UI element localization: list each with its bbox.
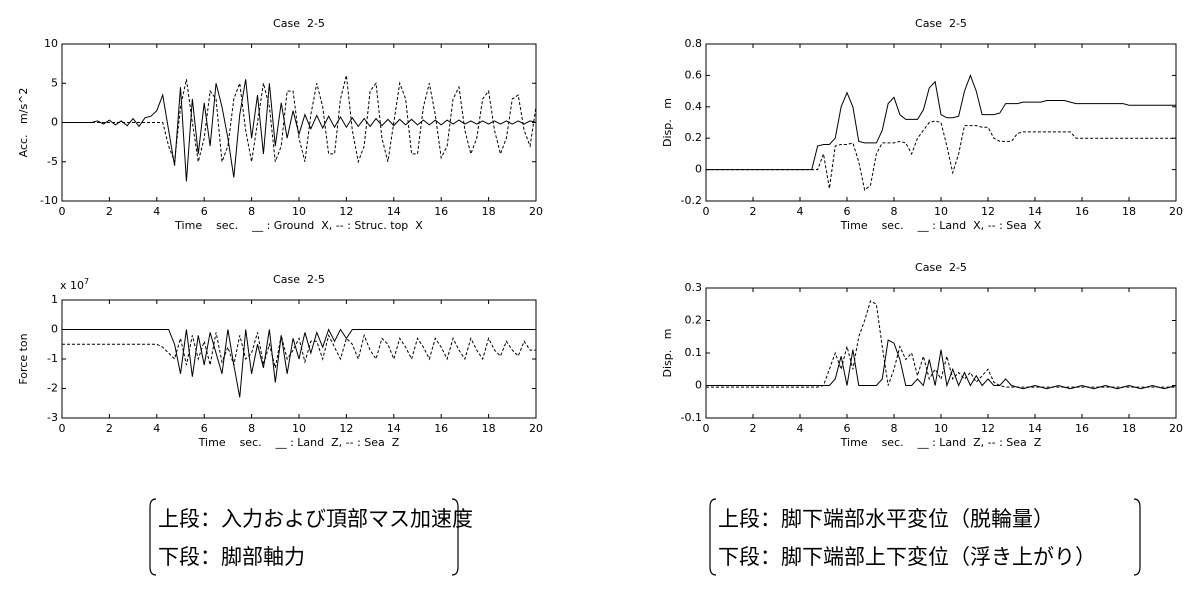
x-tick-label: 14: [1028, 205, 1042, 218]
x-tick-label: 2: [750, 422, 757, 435]
x-tick-label: 2: [750, 205, 757, 218]
x-tick-label: 4: [797, 422, 804, 435]
x-tick-label: 4: [797, 205, 804, 218]
x-tick-label: 8: [891, 422, 898, 435]
caption-line: 上段：入力および頂部マス加速度: [158, 507, 473, 531]
x-tick-label: 2: [106, 422, 113, 435]
x-tick-label: 10: [934, 422, 948, 435]
x-tick-label: 8: [891, 205, 898, 218]
plot-frame: [705, 287, 1177, 419]
x-tick-label: 4: [153, 422, 160, 435]
y-tick-label: 0.4: [685, 100, 703, 113]
x-tick-label: 16: [1075, 205, 1089, 218]
x-tick-label: 20: [1169, 205, 1183, 218]
series-line: [62, 75, 537, 164]
y-axis-label: Disp. m: [661, 329, 674, 378]
y-tick-label: 0: [51, 323, 58, 336]
y-tick-label: 0.3: [685, 281, 703, 294]
x-tick-label: 4: [153, 205, 160, 218]
y-tick-label: -0.2: [681, 194, 702, 207]
series-line: [62, 328, 536, 398]
series-line: [62, 332, 536, 368]
x-tick-label: 8: [248, 422, 255, 435]
chart-title: Case 2-5: [915, 17, 967, 30]
y-tick-label: -2: [47, 382, 58, 395]
y-tick-label: -1: [47, 352, 58, 365]
x-tick-label: 10: [292, 422, 306, 435]
series-line: [62, 79, 537, 182]
x-tick-label: 6: [844, 422, 851, 435]
x-axis-label: Time sec. __ : Land X, -- : Sea X: [840, 219, 1042, 232]
x-tick-label: 6: [201, 422, 208, 435]
x-axis-label: Time sec. __ : Land Z, -- : Sea Z: [840, 436, 1042, 449]
x-axis-label: Time sec. __ : Ground X, -- : Struc. top…: [174, 219, 423, 232]
x-tick-label: 18: [482, 205, 496, 218]
x-tick-label: 18: [482, 422, 496, 435]
y-tick-label: -5: [47, 155, 58, 168]
y-tick-label: 0: [695, 163, 702, 176]
x-tick-label: 12: [339, 205, 353, 218]
x-tick-label: 14: [387, 422, 401, 435]
plot-frame: [705, 43, 1177, 202]
x-tick-label: 8: [248, 205, 255, 218]
y-axis-label: Force ton: [17, 333, 30, 384]
caption-line: 下段：脚部軸力: [158, 545, 305, 569]
caption-bracket: [149, 498, 157, 576]
chart-title: Case 2-5: [915, 261, 967, 274]
y-tick-label: -10: [40, 194, 58, 207]
x-tick-label: 10: [292, 205, 306, 218]
exponent-power: 7: [84, 277, 89, 286]
y-tick-label: 0.1: [685, 346, 703, 359]
x-tick-label: 16: [1075, 422, 1089, 435]
y-tick-label: 1: [51, 293, 58, 306]
x-tick-label: 18: [1122, 422, 1136, 435]
y-exponent-label: x 107: [60, 277, 89, 293]
x-tick-label: 12: [981, 422, 995, 435]
x-tick-label: 12: [339, 422, 353, 435]
x-tick-label: 10: [934, 205, 948, 218]
y-tick-label: 0.2: [685, 314, 703, 327]
x-tick-label: 18: [1122, 205, 1136, 218]
caption-bracket: [451, 498, 459, 576]
chart-title: Case 2-5: [273, 273, 325, 286]
y-tick-label: 0.2: [685, 131, 703, 144]
series-line: [706, 300, 1176, 388]
x-tick-label: 6: [844, 205, 851, 218]
caption-line: 下段：脚下端部上下変位（浮き上がり）: [718, 545, 1096, 569]
caption-line: 上段：脚下端部水平変位（脱輪量）: [718, 507, 1054, 531]
y-tick-label: -0.1: [681, 411, 702, 424]
x-tick-label: 2: [106, 205, 113, 218]
x-tick-label: 0: [59, 205, 66, 218]
caption-bracket: [1133, 498, 1141, 576]
exponent-base: x 10: [60, 279, 84, 292]
series-line: [706, 120, 1176, 191]
series-line: [706, 73, 1176, 171]
x-tick-label: 14: [387, 205, 401, 218]
x-tick-label: 20: [529, 205, 543, 218]
x-tick-label: 20: [1169, 422, 1183, 435]
chart-title: Case 2-5: [273, 17, 325, 30]
x-tick-label: 20: [529, 422, 543, 435]
y-axis-label: Acc. m/s^2: [17, 88, 30, 158]
x-axis-label: Time sec. __ : Land Z, -- : Sea Z: [198, 436, 400, 449]
caption-bracket: [709, 498, 717, 576]
y-tick-label: -3: [47, 411, 58, 424]
series-line: [706, 339, 1177, 390]
x-tick-label: 16: [434, 422, 448, 435]
x-tick-label: 16: [434, 205, 448, 218]
y-tick-label: 5: [51, 76, 58, 89]
x-tick-label: 0: [703, 205, 710, 218]
y-tick-label: 0: [695, 379, 702, 392]
x-tick-label: 0: [59, 422, 66, 435]
x-tick-label: 14: [1028, 422, 1042, 435]
x-tick-label: 6: [201, 205, 208, 218]
y-tick-label: 0.8: [685, 37, 703, 50]
x-tick-label: 12: [981, 205, 995, 218]
y-axis-label: Disp. m: [661, 98, 674, 147]
y-tick-label: 0.6: [685, 68, 703, 81]
y-tick-label: 10: [44, 37, 58, 50]
y-tick-label: 0: [51, 116, 58, 129]
x-tick-label: 0: [703, 422, 710, 435]
